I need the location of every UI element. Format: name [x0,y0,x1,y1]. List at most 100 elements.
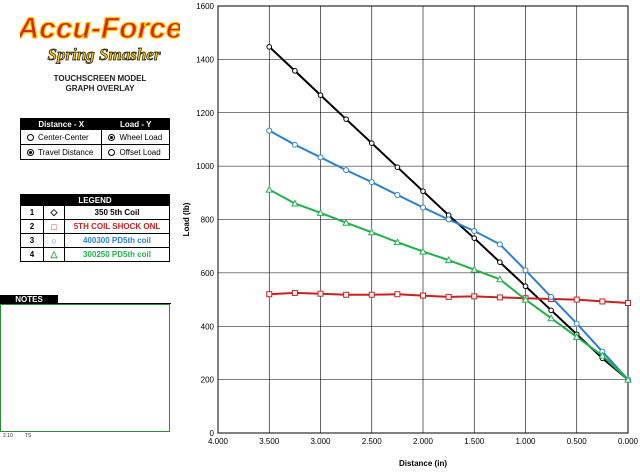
y-option-label: Offset Load [119,147,161,157]
version-label: 2.10 [3,433,13,439]
legend-number: 3 [20,233,44,248]
y-option-offset-load[interactable]: Offset Load [101,144,170,160]
notes-textarea[interactable] [0,304,170,432]
y-tick-label: 1200 [196,109,214,118]
y-axis-label: Load (lb) [182,202,191,236]
data-point [625,300,631,307]
data-point [291,289,298,296]
axis-options-table: Distance - X Load - Y Center-Center Whee… [19,118,170,160]
legend-number: 4 [20,247,44,262]
notes-header: NOTES [0,295,58,304]
legend-row[interactable]: 2 □ 5TH COIL SHOCK ONL [20,219,170,234]
data-point [497,259,503,266]
diamond-marker-icon: ◇ [43,205,65,220]
x-axis-label: Distance (in) [399,459,447,468]
x-tick-label: 0.000 [618,437,639,446]
data-point [420,292,426,299]
y-axis-header: Load - Y [101,118,170,130]
accu-force-logo: Accu-Force Spring Smasher [20,11,180,64]
y-option-label: Wheel Load [119,132,163,142]
radio-center-center[interactable] [27,133,34,141]
data-point [394,291,401,298]
data-point [522,283,529,290]
x-tick-label: 2.000 [413,437,434,446]
data-point [496,294,503,301]
data-point [420,204,426,211]
data-point [367,228,376,236]
data-point [548,293,555,300]
data-point [471,293,478,300]
data-point [266,44,273,50]
logo-tagline-text: Spring Smasher [48,45,161,64]
data-point [291,141,298,148]
data-point [573,296,580,303]
x-tick-label: 1.000 [515,437,536,446]
x-tick-label: 0.500 [567,437,588,446]
data-point [292,68,298,74]
data-point [420,188,426,195]
legend-row[interactable]: 3 ○ 400300 PD5th coil [20,233,170,248]
triangle-marker-icon: △ [43,247,65,262]
x-option-center-center[interactable]: Center-Center [19,129,103,145]
notes-divider [58,303,171,304]
data-point [343,167,350,174]
data-point [547,314,555,322]
data-point [317,290,324,297]
y-tick-label: 800 [201,216,215,225]
x-tick-label: 2.500 [362,437,383,446]
legend-number: 1 [20,205,44,220]
data-point [394,191,401,198]
legend-title: LEGEND [20,194,170,206]
data-point [394,164,401,170]
data-point [368,179,375,186]
legend-series-name: 400300 PD5th coil [64,233,170,248]
legend-number: 2 [20,219,44,234]
logo-brand-text: Accu-Force [20,12,180,45]
data-point [445,293,452,300]
load-distance-chart: 4.000 3.500 3.000 2.500 2.000 1.500 1.000 0.500… [182,2,639,468]
data-point [573,320,580,327]
x-option-travel-distance[interactable]: Travel Distance [19,144,103,160]
legend-series-name: 300250 PD5th coil [64,247,170,262]
y-option-wheel-load[interactable]: Wheel Load [101,129,170,145]
legend-row[interactable]: 4 △ 300250 PD5th coil [20,247,170,262]
data-point [266,127,273,134]
radio-wheel-load[interactable] [108,133,116,141]
data-point [368,140,375,146]
legend-series-name: 5TH COIL SHOCK ONL [64,219,170,234]
radio-travel-distance[interactable] [27,148,34,156]
y-tick-label: 1600 [196,2,214,11]
model-title: TOUCHSCREEN MODEL GRAPH OVERLAY [10,74,190,94]
circle-marker-icon: ○ [43,233,65,248]
data-point [393,238,402,246]
data-point [572,332,581,340]
data-point [496,241,503,248]
data-point [470,265,479,273]
model-title-line2: GRAPH OVERLAY [65,84,135,93]
data-point [343,291,350,298]
x-option-label: Travel Distance [38,147,94,157]
y-tick-label: 1000 [196,162,214,171]
y-tick-label: 400 [201,322,215,331]
x-tick-label: 1.500 [464,437,485,446]
data-point [342,218,350,226]
data-point [317,92,324,98]
data-point [471,235,478,241]
data-point [598,351,607,359]
x-tick-label: 3.500 [259,437,280,446]
data-point [496,275,504,283]
data-point [317,154,324,161]
radio-offset-load[interactable] [108,148,116,156]
data-point [599,298,606,305]
x-axis-header: Distance - X [19,118,103,130]
legend-row[interactable]: 1 ◇ 350 5th Coil [20,205,170,220]
x-tick-label: 4.000 [208,437,229,446]
model-title-line1: TOUCHSCREEN MODEL [53,74,147,83]
x-tick-label: 3.000 [310,437,331,446]
data-point [445,216,452,223]
data-point [266,291,273,298]
y-tick-label: 1400 [196,55,214,64]
initials-label: TS [25,433,32,439]
y-tick-label: 200 [201,376,215,385]
data-point [419,247,427,255]
